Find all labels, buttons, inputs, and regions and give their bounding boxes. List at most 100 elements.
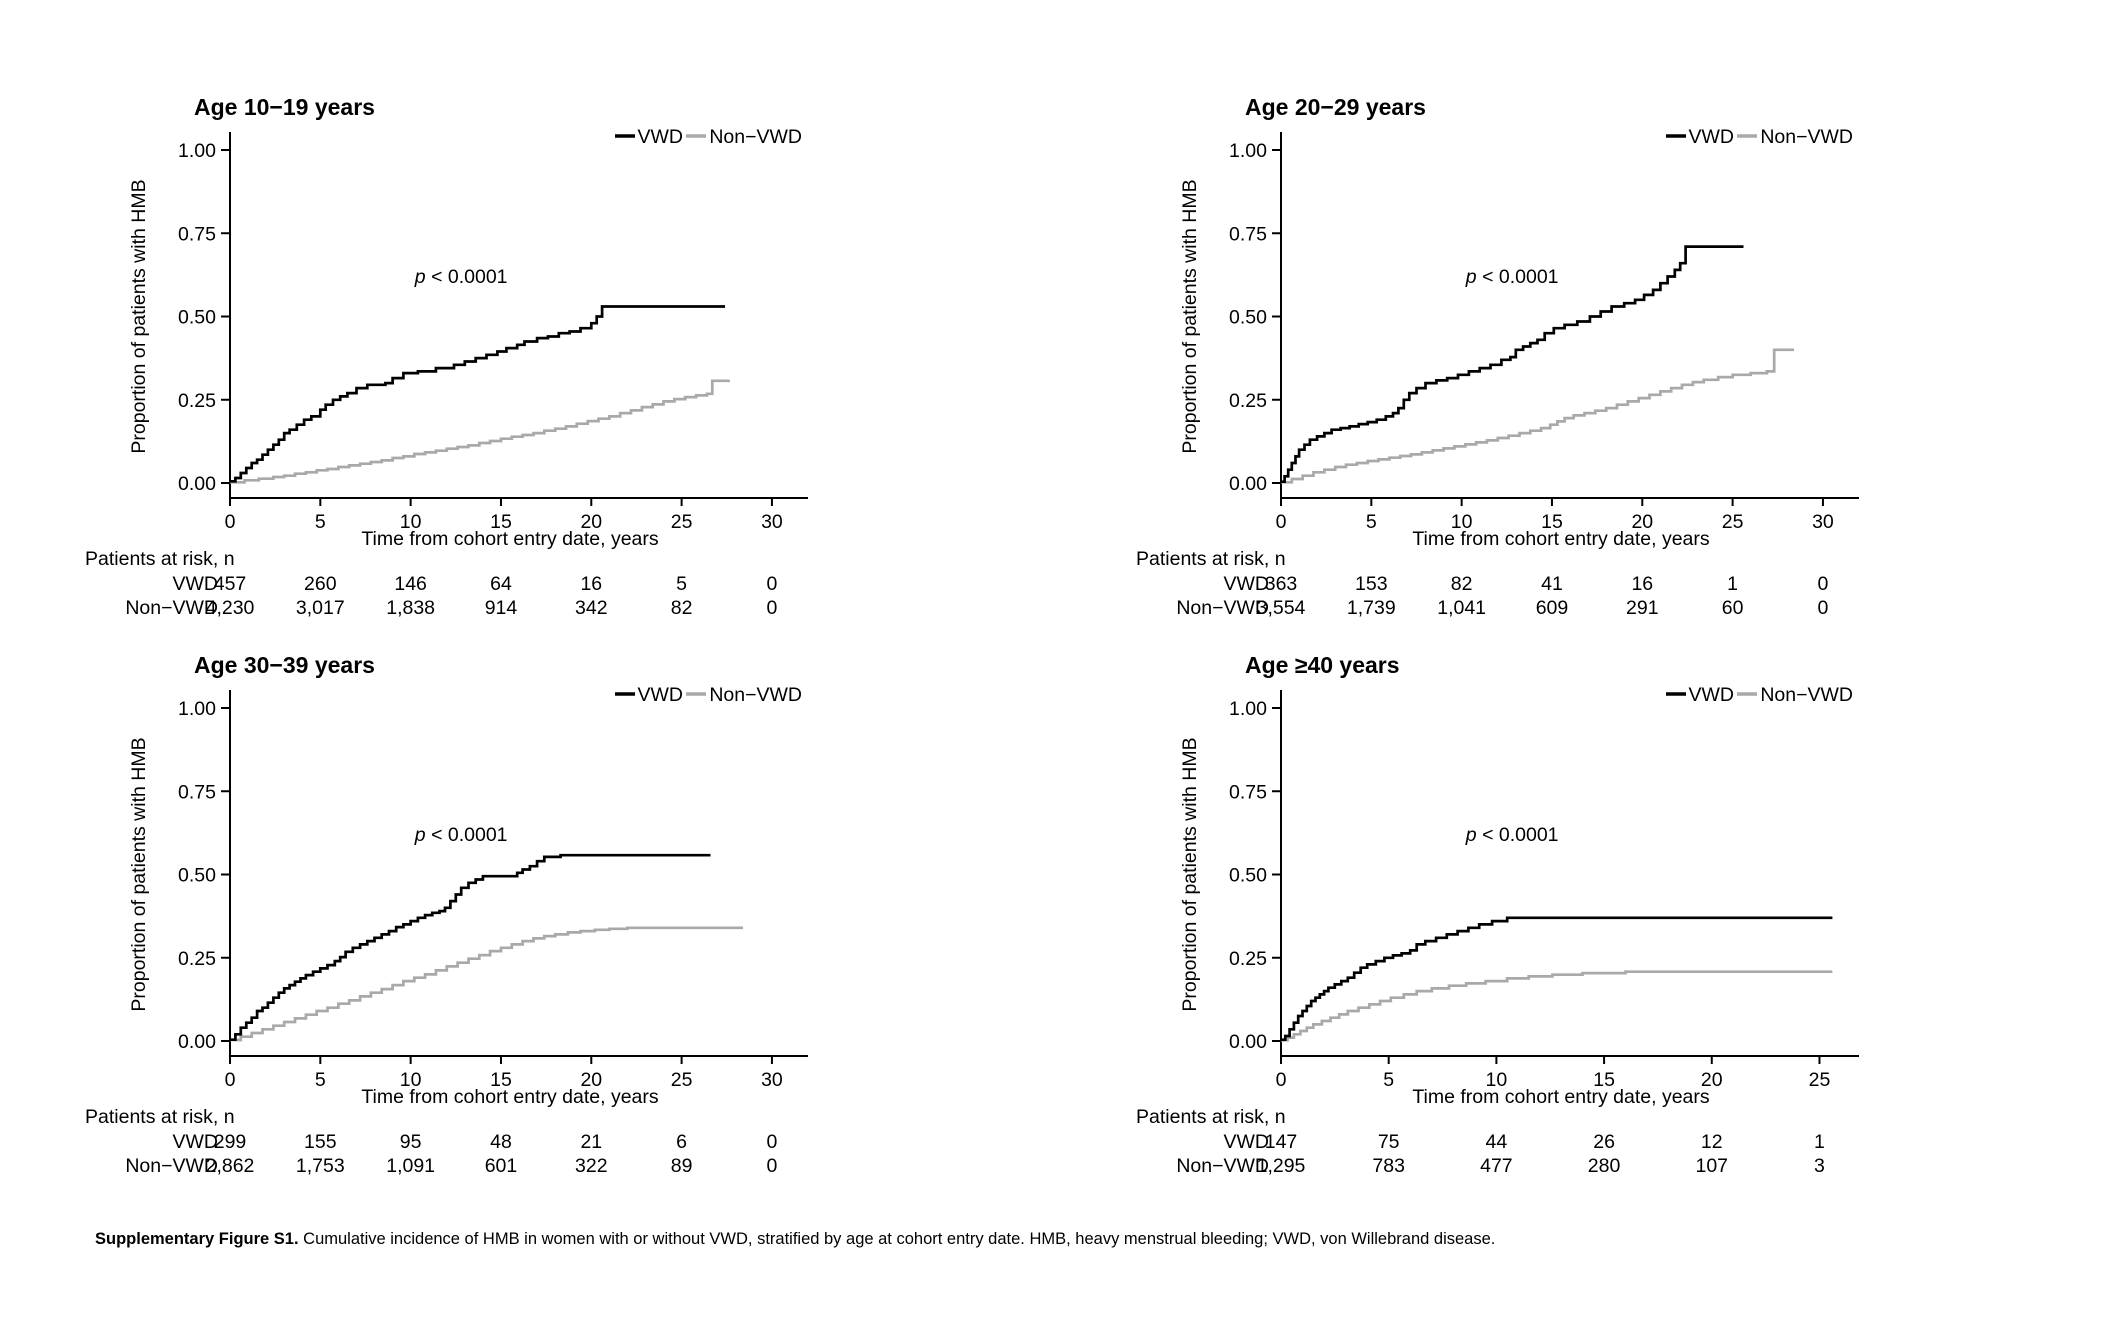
p-value-label: p < 0.0001 bbox=[414, 266, 508, 288]
curve-nonvwd bbox=[1281, 348, 1794, 484]
x-tick-label: 15 bbox=[490, 1069, 512, 1091]
x-tick-label: 0 bbox=[225, 511, 236, 533]
curve-vwd bbox=[1281, 916, 1833, 1042]
risk-value: 0 bbox=[1818, 573, 1829, 595]
y-tick-label: 0.00 bbox=[178, 1031, 216, 1053]
risk-value: 82 bbox=[671, 597, 693, 619]
risk-value: 322 bbox=[575, 1155, 608, 1177]
figure-caption: Supplementary Figure S1. Cumulative inci… bbox=[95, 1230, 2055, 1249]
risk-value: 1,091 bbox=[386, 1155, 435, 1177]
x-tick-label: 0 bbox=[1276, 1069, 1287, 1091]
risk-value: 41 bbox=[1541, 573, 1563, 595]
km-plot-age-10-19: Age 10−19 yearsNon−VWDVWD0.000.250.500.7… bbox=[85, 94, 808, 619]
legend-label-nonvwd: Non−VWD bbox=[709, 684, 802, 706]
risk-value: 1 bbox=[1814, 1131, 1825, 1153]
y-tick-label: 0.00 bbox=[1229, 1031, 1267, 1053]
risk-value: 1,753 bbox=[296, 1155, 345, 1177]
x-tick-label: 30 bbox=[1812, 511, 1834, 533]
risk-value: 0 bbox=[767, 1131, 778, 1153]
x-tick-label: 20 bbox=[1631, 511, 1653, 533]
y-tick-label: 0.50 bbox=[1229, 865, 1267, 887]
risk-value: 64 bbox=[490, 573, 512, 595]
risk-value: 0 bbox=[767, 573, 778, 595]
legend-label-vwd: VWD bbox=[1689, 126, 1735, 148]
km-plot-age-20-29: Age 20−29 yearsNon−VWDVWD0.000.250.500.7… bbox=[1136, 94, 1859, 619]
risk-value: 609 bbox=[1536, 597, 1569, 619]
x-tick-label: 5 bbox=[315, 511, 326, 533]
risk-value: 147 bbox=[1265, 1131, 1298, 1153]
risk-value: 82 bbox=[1451, 573, 1473, 595]
risk-value: 60 bbox=[1722, 597, 1744, 619]
risk-value: 89 bbox=[671, 1155, 693, 1177]
risk-value: 1,838 bbox=[386, 597, 435, 619]
x-tick-label: 5 bbox=[315, 1069, 326, 1091]
risk-value: 342 bbox=[575, 597, 608, 619]
legend-label-nonvwd: Non−VWD bbox=[1760, 126, 1853, 148]
x-axis-label: Time from cohort entry date, years bbox=[361, 1086, 659, 1108]
legend-label-vwd: VWD bbox=[638, 126, 684, 148]
risk-value: 44 bbox=[1486, 1131, 1508, 1153]
y-tick-label: 0.25 bbox=[1229, 948, 1267, 970]
risk-value: 3 bbox=[1814, 1155, 1825, 1177]
risk-row-label: Non−VWD bbox=[125, 597, 218, 619]
risk-value: 1,295 bbox=[1257, 1155, 1306, 1177]
y-tick-label: 1.00 bbox=[178, 698, 216, 720]
y-axis-label: Proportion of patients with HMB bbox=[1179, 179, 1201, 453]
x-tick-label: 25 bbox=[1809, 1069, 1831, 1091]
x-tick-label: 15 bbox=[490, 511, 512, 533]
caption-label: Supplementary Figure S1. bbox=[95, 1230, 299, 1248]
y-tick-label: 1.00 bbox=[1229, 698, 1267, 720]
risk-value: 363 bbox=[1265, 573, 1298, 595]
risk-value: 2,862 bbox=[206, 1155, 255, 1177]
km-plot-age-30-39: Age 30−39 yearsNon−VWDVWD0.000.250.500.7… bbox=[85, 652, 808, 1177]
p-value-label: p < 0.0001 bbox=[414, 824, 508, 846]
y-tick-label: 0.50 bbox=[178, 865, 216, 887]
x-tick-label: 10 bbox=[400, 511, 422, 533]
risk-value: 260 bbox=[304, 573, 337, 595]
x-tick-label: 30 bbox=[761, 511, 783, 533]
risk-row-label: Non−VWD bbox=[125, 1155, 218, 1177]
risk-value: 4,230 bbox=[206, 597, 255, 619]
risk-table-header: Patients at risk, n bbox=[85, 1106, 235, 1128]
panel-title: Age 10−19 years bbox=[194, 94, 375, 120]
x-tick-label: 0 bbox=[1276, 511, 1287, 533]
x-tick-label: 10 bbox=[1486, 1069, 1508, 1091]
x-tick-label: 5 bbox=[1383, 1069, 1394, 1091]
risk-row-label: VWD bbox=[173, 1131, 219, 1153]
risk-value: 0 bbox=[1818, 597, 1829, 619]
risk-value: 16 bbox=[580, 573, 602, 595]
risk-value: 21 bbox=[580, 1131, 602, 1153]
y-axis-label: Proportion of patients with HMB bbox=[128, 179, 150, 453]
risk-value: 601 bbox=[485, 1155, 518, 1177]
caption-text: Cumulative incidence of HMB in women wit… bbox=[298, 1230, 1496, 1248]
x-tick-label: 20 bbox=[580, 511, 602, 533]
risk-value: 3,017 bbox=[296, 597, 345, 619]
panel-age-10-19: Age 10−19 years Non−VWD VWD 0.00 0.25 0.50 0.7… bbox=[0, 85, 1050, 630]
curve-nonvwd bbox=[230, 926, 743, 1042]
y-tick-label: 0.00 bbox=[1229, 473, 1267, 495]
legend-label-nonvwd: Non−VWD bbox=[1760, 684, 1853, 706]
risk-value: 48 bbox=[490, 1131, 512, 1153]
panel-age-30-39: Age 30−39 years Non−VWD VWD 0.00 0.25 0.50 0.7… bbox=[0, 643, 1050, 1188]
x-tick-label: 25 bbox=[671, 511, 693, 533]
x-axis-label: Time from cohort entry date, years bbox=[361, 528, 659, 550]
x-tick-label: 15 bbox=[1593, 1069, 1615, 1091]
legend-label-vwd: VWD bbox=[638, 684, 684, 706]
y-tick-label: 0.00 bbox=[178, 473, 216, 495]
x-tick-label: 5 bbox=[1366, 511, 1377, 533]
y-tick-label: 0.75 bbox=[1229, 223, 1267, 245]
risk-value: 16 bbox=[1631, 573, 1653, 595]
risk-value: 0 bbox=[767, 597, 778, 619]
risk-value: 5 bbox=[676, 573, 687, 595]
x-tick-label: 25 bbox=[671, 1069, 693, 1091]
risk-value: 6 bbox=[676, 1131, 687, 1153]
x-tick-label: 20 bbox=[1701, 1069, 1723, 1091]
km-plot-age-40plus: Age ≥40 yearsNon−VWDVWD0.000.250.500.751… bbox=[1136, 652, 1859, 1177]
risk-value: 107 bbox=[1695, 1155, 1728, 1177]
x-axis-label: Time from cohort entry date, years bbox=[1412, 528, 1710, 550]
y-tick-label: 0.75 bbox=[1229, 781, 1267, 803]
risk-table-header: Patients at risk, n bbox=[85, 548, 235, 570]
y-axis-label: Proportion of patients with HMB bbox=[1179, 737, 1201, 1011]
risk-value: 280 bbox=[1588, 1155, 1621, 1177]
y-tick-label: 0.25 bbox=[178, 390, 216, 412]
